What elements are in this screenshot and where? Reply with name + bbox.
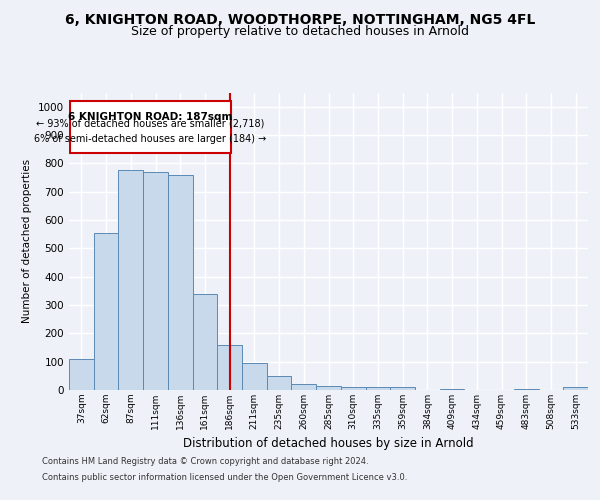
Bar (168, 174, 193, 390)
Y-axis label: Number of detached properties: Number of detached properties (22, 159, 32, 324)
Bar (316, 386, 341, 390)
Text: Size of property relative to detached houses in Arnold: Size of property relative to detached ho… (131, 25, 469, 38)
Bar (70, 101, 231, 154)
Bar (390, 387, 415, 390)
Bar (94, 233, 118, 390)
Bar (292, 384, 316, 390)
Text: 6, KNIGHTON ROAD, WOODTHORPE, NOTTINGHAM, NG5 4FL: 6, KNIGHTON ROAD, WOODTHORPE, NOTTINGHAM… (65, 12, 535, 26)
Bar (193, 294, 217, 390)
Bar (267, 376, 292, 390)
Bar (440, 388, 464, 390)
Bar (563, 387, 588, 390)
Bar (69, 359, 94, 390)
Bar (242, 363, 267, 390)
Bar (514, 388, 539, 390)
Bar (341, 387, 365, 390)
Text: 6% of semi-detached houses are larger (184) →: 6% of semi-detached houses are larger (1… (34, 134, 266, 143)
Bar (143, 172, 168, 390)
Bar (217, 344, 242, 390)
Text: Contains public sector information licensed under the Open Government Licence v3: Contains public sector information licen… (42, 472, 407, 482)
X-axis label: Distribution of detached houses by size in Arnold: Distribution of detached houses by size … (183, 438, 474, 450)
Text: ← 93% of detached houses are smaller (2,718): ← 93% of detached houses are smaller (2,… (37, 118, 265, 128)
Text: 6 KNIGHTON ROAD: 187sqm: 6 KNIGHTON ROAD: 187sqm (68, 112, 233, 122)
Text: Contains HM Land Registry data © Crown copyright and database right 2024.: Contains HM Land Registry data © Crown c… (42, 458, 368, 466)
Bar (118, 170, 143, 390)
Bar (365, 387, 390, 390)
